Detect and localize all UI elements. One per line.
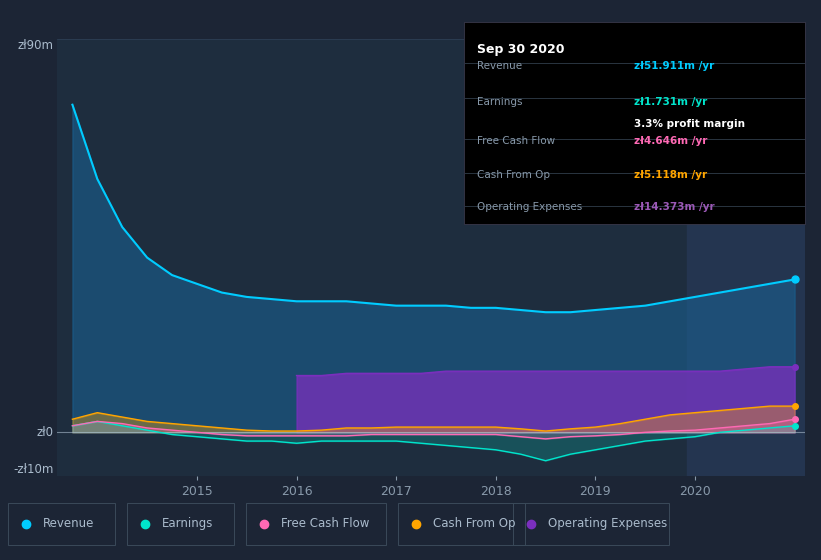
Text: zł14.373m /yr: zł14.373m /yr — [635, 202, 715, 212]
Text: zł0: zł0 — [37, 426, 53, 439]
Text: zł5.118m /yr: zł5.118m /yr — [635, 170, 708, 180]
Text: Sep 30 2020: Sep 30 2020 — [478, 43, 565, 55]
Text: zł51.911m /yr: zł51.911m /yr — [635, 60, 714, 71]
Text: Free Cash Flow: Free Cash Flow — [281, 517, 369, 530]
Text: Revenue: Revenue — [478, 60, 523, 71]
Text: Free Cash Flow: Free Cash Flow — [478, 136, 556, 146]
Text: zł90m: zł90m — [18, 39, 53, 52]
Text: zł4.646m /yr: zł4.646m /yr — [635, 136, 708, 146]
Text: Operating Expenses: Operating Expenses — [478, 202, 583, 212]
Text: Earnings: Earnings — [478, 97, 523, 107]
Text: Cash From Op: Cash From Op — [433, 517, 515, 530]
Text: Cash From Op: Cash From Op — [478, 170, 551, 180]
Text: 3.3% profit margin: 3.3% profit margin — [635, 119, 745, 129]
Text: -zł10m: -zł10m — [13, 463, 53, 476]
Text: Operating Expenses: Operating Expenses — [548, 517, 667, 530]
Bar — [687, 39, 805, 476]
Text: Revenue: Revenue — [43, 517, 94, 530]
Text: zł1.731m /yr: zł1.731m /yr — [635, 97, 708, 107]
Text: Earnings: Earnings — [162, 517, 213, 530]
